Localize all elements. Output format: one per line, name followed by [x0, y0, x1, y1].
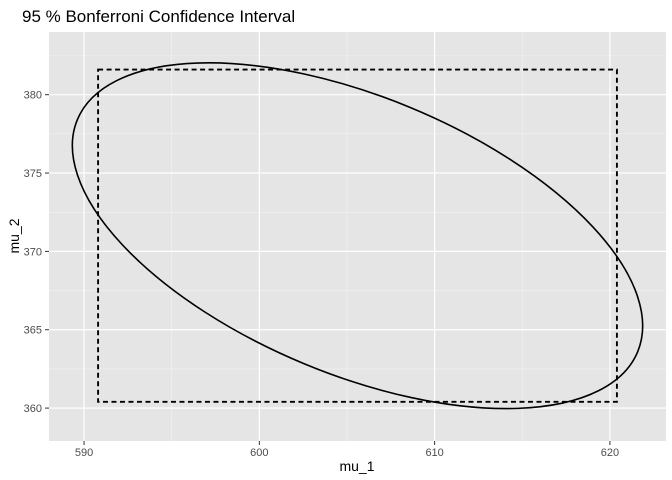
x-axis-title: mu_1 — [339, 458, 374, 474]
chart-title: 95 % Bonferroni Confidence Interval — [22, 7, 295, 26]
confidence-ellipse — [71, 62, 644, 410]
grid-minor — [49, 32, 666, 441]
y-axis-ticks: 360 365 370 375 380 — [24, 90, 49, 415]
chart-marks — [71, 62, 644, 410]
x-tick-label: 620 — [601, 447, 619, 459]
x-tick-label: 600 — [250, 447, 268, 459]
x-tick-label: 590 — [75, 447, 93, 459]
y-tick-label: 360 — [24, 403, 42, 415]
y-tick-label: 370 — [24, 246, 42, 258]
y-tick-label: 380 — [24, 90, 42, 102]
y-axis-title: mu_2 — [6, 218, 22, 253]
bonferroni-rectangle — [97, 68, 618, 403]
plot-panel — [49, 32, 666, 441]
y-tick-label: 365 — [24, 325, 42, 337]
grid-major — [49, 32, 666, 441]
x-tick-label: 610 — [425, 447, 443, 459]
x-axis-ticks: 590 600 610 620 — [75, 441, 619, 459]
y-tick-label: 375 — [24, 168, 42, 180]
